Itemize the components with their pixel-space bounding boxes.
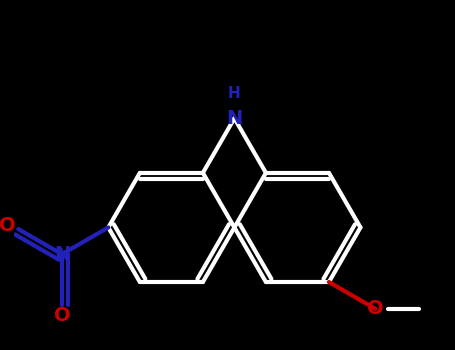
Text: O: O bbox=[54, 307, 70, 326]
Text: N: N bbox=[54, 245, 70, 264]
Text: H: H bbox=[228, 86, 241, 101]
Text: N: N bbox=[226, 109, 243, 128]
Text: O: O bbox=[367, 299, 384, 318]
Text: O: O bbox=[0, 216, 15, 235]
